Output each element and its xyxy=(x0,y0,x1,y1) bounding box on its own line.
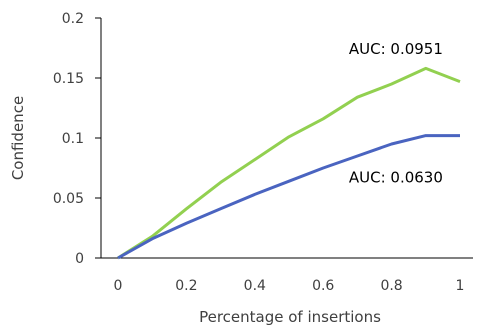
y-tick-label: 0.05 xyxy=(53,191,84,207)
x-tick-label: 0.8 xyxy=(380,278,402,294)
x-tick-label: 0.6 xyxy=(312,278,334,294)
x-axis-label: Percentage of insertions xyxy=(199,308,381,326)
y-tick-label: 0 xyxy=(75,251,84,267)
x-tick-label: 0.4 xyxy=(244,278,266,294)
x-tick-label: 1 xyxy=(456,278,465,294)
y-tick-label: 0.2 xyxy=(62,11,84,27)
x-tick-label: 0 xyxy=(114,278,123,294)
series-line-0 xyxy=(117,66,461,260)
y-tick-label: 0.1 xyxy=(62,131,84,147)
y-tick-label: 0.15 xyxy=(53,71,84,87)
series-line-1 xyxy=(117,134,460,260)
x-tick-label: 0.2 xyxy=(175,278,197,294)
auc-annotation: AUC: 0.0951 xyxy=(349,40,443,58)
auc-annotation: AUC: 0.0630 xyxy=(349,168,443,186)
y-axis-label: Confidence xyxy=(9,96,27,180)
